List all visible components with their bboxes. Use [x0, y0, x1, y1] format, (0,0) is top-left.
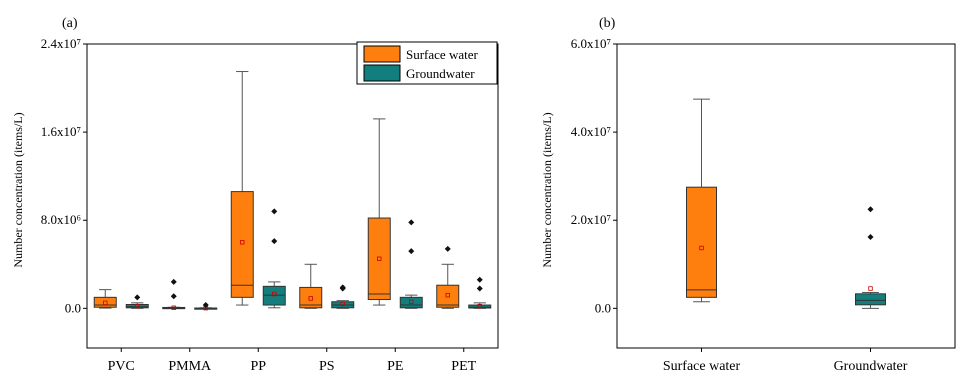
box-ground-pvc-mean: [135, 303, 140, 309]
box-b-groundwater-box: [855, 293, 886, 306]
box-ground-pp-outlier-1: [271, 208, 278, 215]
box-surface-pmma-mean: [171, 305, 176, 310]
box-surface-pvc-box: [93, 296, 117, 308]
legend: Surface water Groundwater: [356, 41, 498, 85]
legend-swatch-surface-water: [363, 45, 401, 63]
panel-a-x-tick-label-ps: PS: [319, 359, 335, 374]
panel-a-y-tick-label: 0.0: [65, 300, 81, 315]
box-surface-pet-box: [436, 284, 460, 308]
panel-a: (a) 0.0 8.0x10⁶ 1.6x10⁷ 2.4x10⁷ PVC PMMA PP PS P…: [11, 16, 499, 374]
box-ground-pet-outlier-1: [476, 276, 483, 283]
box-surface-ps-box: [299, 286, 323, 309]
box-ground-pp-outlier-0: [271, 238, 278, 245]
box-ground-ps-mean: [340, 301, 345, 307]
box-ground-pe-outlier-0: [408, 248, 415, 255]
box-ground-pe-mean: [409, 299, 414, 304]
panel-b-x-tick-label-groundwater: Groundwater: [834, 359, 908, 374]
panel-a-label: (a): [62, 16, 78, 31]
box-ground-pe-outlier-1: [408, 219, 415, 226]
box-ground-pvc-outlier-0: [134, 294, 141, 301]
panel-b: (b) 0.0 2.0x10⁷ 4.0x10⁷ 6.0x10⁷ Surface wate…: [540, 16, 956, 374]
panel-b-y-tick-label: 6.0x10⁷: [571, 36, 611, 51]
panel-b-y-tick-label: 0.0: [595, 300, 611, 315]
panel-b-y-tick-label: 4.0x10⁷: [571, 124, 611, 139]
panel-a-x-tick-label-pp: PP: [250, 359, 266, 374]
box-b-surface-water-mean: [699, 245, 704, 251]
box-ground-pet-mean: [477, 303, 482, 309]
panel-a-y-tick-label: 2.4x10⁷: [41, 36, 81, 51]
box-surface-pp-box: [230, 191, 254, 298]
panel-a-y-axis-label: Number concentration (items/L): [11, 112, 25, 267]
box-surface-pet-outlier-0: [444, 245, 451, 252]
panel-a-plot-area: 0.0 8.0x10⁶ 1.6x10⁷ 2.4x10⁷ PVC PMMA PP PS PE PET: [41, 36, 499, 374]
panel-a-x-tick-label-pe: PE: [387, 359, 403, 374]
box-surface-pvc-mean: [103, 300, 108, 306]
box-surface-ps-mean: [308, 296, 313, 301]
box-surface-pmma-outlier-1: [170, 278, 177, 285]
box-b-groundwater-outlier-0: [867, 233, 874, 240]
panel-a-y-tick-label: 8.0x10⁶: [41, 212, 81, 227]
panel-b-x-tick-label-surface-water: Surface water: [663, 359, 741, 374]
panel-a-frame: [86, 43, 499, 349]
box-surface-pe-box: [367, 217, 391, 301]
legend-label-groundwater: Groundwater: [406, 66, 475, 81]
box-surface-pmma-outlier-0: [170, 293, 177, 300]
panel-a-x-tick-label-pet: PET: [451, 359, 476, 374]
panel-a-x-tick-label-pvc: PVC: [108, 359, 135, 374]
box-b-groundwater-outlier-1: [867, 206, 874, 213]
panel-b-frame: [616, 43, 956, 349]
box-ground-pp-mean: [272, 291, 277, 297]
panel-a-y-tick-label: 1.6x10⁷: [41, 124, 81, 139]
box-ground-pmma-outlier-0: [202, 302, 209, 309]
panel-a-x-tick-label-pmma: PMMA: [168, 359, 212, 374]
panel-b-y-axis-label: Number concentration (items/L): [540, 112, 554, 267]
box-ground-ps-outlier-1: [339, 284, 346, 291]
panel-b-label: (b): [599, 16, 616, 31]
box-ground-pe-box: [399, 296, 423, 309]
box-surface-pet-mean: [445, 292, 450, 298]
box-ground-pet-outlier-0: [476, 285, 483, 292]
legend-label-surface-water: Surface water: [406, 47, 478, 62]
box-b-surface-water-box: [686, 186, 717, 298]
panel-b-y-tick-label: 2.0x10⁷: [571, 212, 611, 227]
legend-swatch-groundwater: [363, 64, 401, 82]
box-surface-pe-mean: [377, 256, 382, 261]
box-b-groundwater-mean: [868, 286, 873, 291]
box-ground-pvc-box: [125, 303, 149, 309]
box-surface-pp-mean: [240, 240, 245, 245]
panel-b-plot-area: 0.0 2.0x10⁷ 4.0x10⁷ 6.0x10⁷ Surface water Gro…: [571, 36, 956, 374]
